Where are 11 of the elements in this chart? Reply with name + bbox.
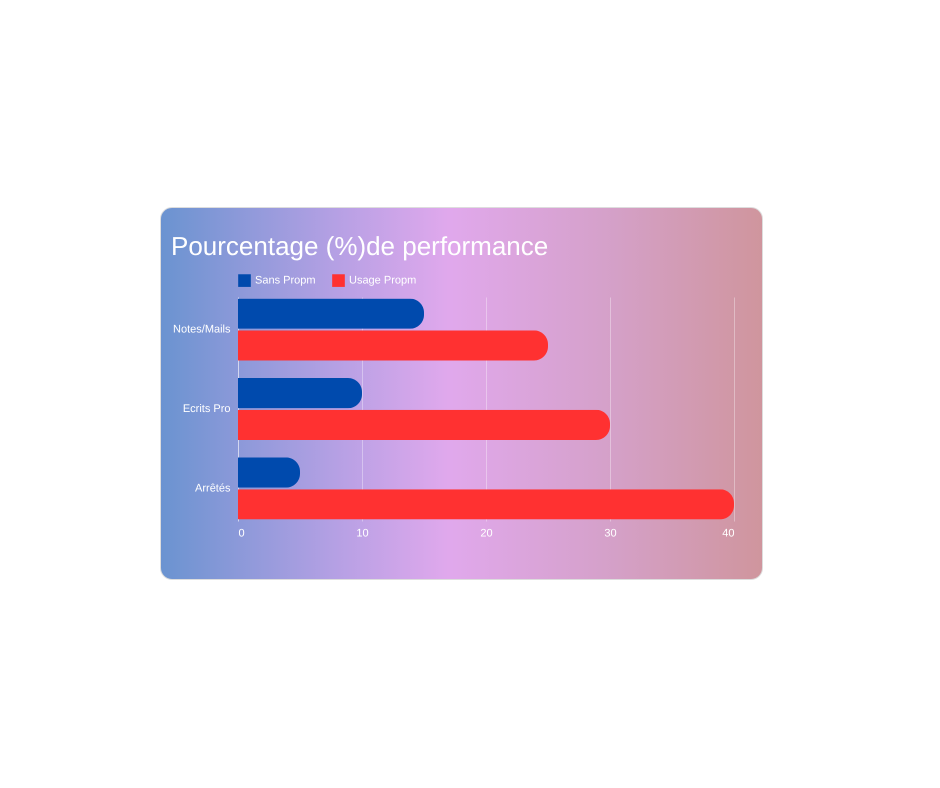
y-tick-label: Arrêtés bbox=[195, 482, 231, 494]
y-tick-label: Notes/Mails bbox=[173, 324, 231, 336]
x-tick-label: 40 bbox=[722, 528, 734, 540]
x-tick-label: 20 bbox=[480, 528, 493, 540]
legend-label: Sans Propm bbox=[255, 274, 316, 287]
y-tick-label: Ecrits Pro bbox=[182, 403, 230, 415]
x-tick-label: 30 bbox=[604, 528, 617, 540]
x-tick-label: 10 bbox=[356, 528, 369, 540]
legend-label: Usage Propm bbox=[349, 274, 416, 287]
x-tick-label: 0 bbox=[238, 528, 245, 540]
chart-title: Pourcentage (%)de performance bbox=[171, 231, 548, 261]
